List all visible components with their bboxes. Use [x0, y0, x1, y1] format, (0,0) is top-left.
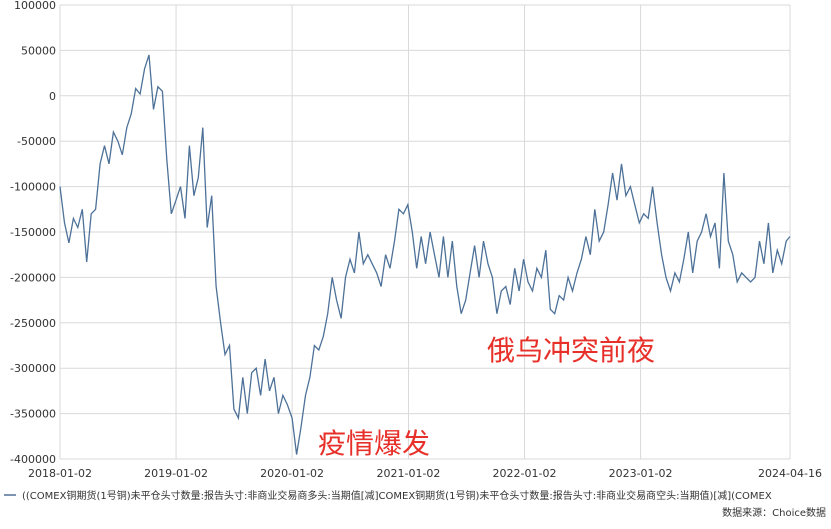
x-tick-label: 2021-01-02 — [376, 467, 440, 480]
series-line — [59, 54, 791, 455]
x-tick-label: 2024-04-16 — [758, 467, 822, 480]
y-tick-label: 0 — [49, 90, 56, 103]
annotation: 疫情爆发 — [318, 427, 430, 460]
y-tick-label: -400000 — [10, 453, 56, 466]
y-tick-label: -200000 — [10, 271, 56, 284]
y-tick-label: -150000 — [10, 226, 56, 239]
y-tick-label: -50000 — [17, 135, 56, 148]
source: 数据来源：Choice数据 — [722, 506, 826, 519]
legend-label: ((COMEX铜期货(1号铜)未平仓头寸数量:报告头寸:非商业交易商多头:当期值… — [22, 489, 772, 502]
x-tick-label: 2020-01-02 — [260, 467, 324, 480]
y-tick-label: 100000 — [14, 0, 56, 12]
y-tick-label: -100000 — [10, 181, 56, 194]
x-tick-label: 2022-01-02 — [493, 467, 557, 480]
x-tick-label: 2019-01-02 — [144, 467, 208, 480]
x-tick-label: 2023-01-02 — [609, 467, 673, 480]
x-tick-label: 2018-01-02 — [28, 467, 92, 480]
annotation: 俄乌冲突前夜 — [487, 334, 655, 367]
y-tick-label: 50000 — [21, 44, 56, 57]
y-tick-label: -250000 — [10, 317, 56, 330]
y-tick-label: -350000 — [10, 408, 56, 421]
y-tick-label: -300000 — [10, 362, 56, 375]
